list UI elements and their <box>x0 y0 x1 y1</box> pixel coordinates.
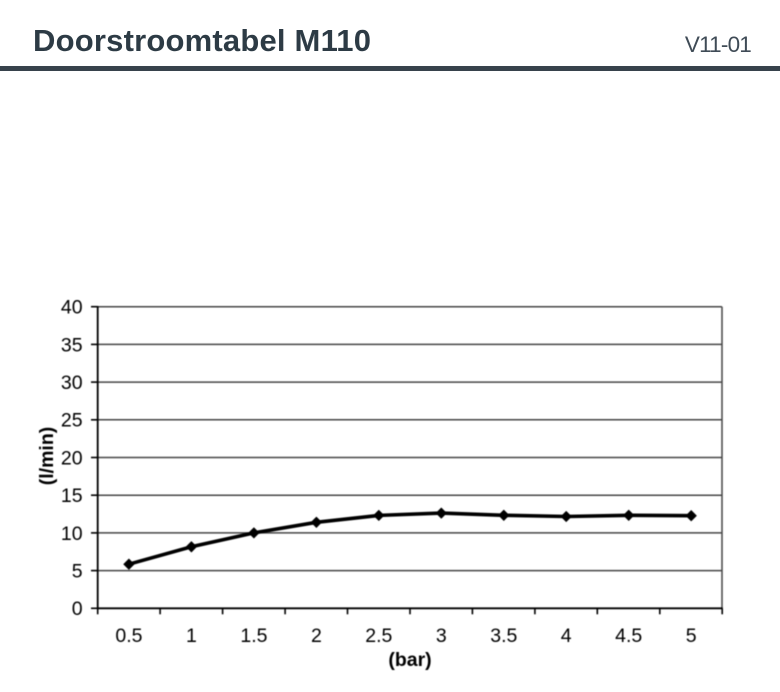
svg-text:20: 20 <box>61 447 83 469</box>
svg-text:(bar): (bar) <box>388 649 431 671</box>
svg-text:2: 2 <box>311 625 322 647</box>
svg-text:2.5: 2.5 <box>365 625 392 647</box>
svg-text:(l/min): (l/min) <box>36 427 58 486</box>
svg-text:5: 5 <box>72 561 83 583</box>
svg-text:30: 30 <box>61 372 83 394</box>
svg-text:0.5: 0.5 <box>115 625 142 647</box>
svg-text:35: 35 <box>61 334 83 356</box>
svg-text:15: 15 <box>61 485 83 507</box>
svg-text:10: 10 <box>61 523 83 545</box>
svg-text:4: 4 <box>561 625 572 647</box>
svg-text:5: 5 <box>686 625 697 647</box>
svg-text:3.5: 3.5 <box>490 625 517 647</box>
svg-text:1: 1 <box>186 625 197 647</box>
svg-text:1.5: 1.5 <box>240 625 267 647</box>
svg-text:0: 0 <box>72 598 83 620</box>
svg-text:4.5: 4.5 <box>615 625 642 647</box>
svg-text:25: 25 <box>61 410 83 432</box>
svg-text:3: 3 <box>436 625 447 647</box>
svg-text:40: 40 <box>61 297 83 319</box>
